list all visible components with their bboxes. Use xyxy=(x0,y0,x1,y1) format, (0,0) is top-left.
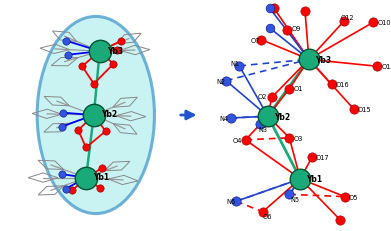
Text: O16: O16 xyxy=(335,82,349,88)
Point xyxy=(63,40,70,43)
Text: O3: O3 xyxy=(293,135,303,141)
Text: O1: O1 xyxy=(293,85,303,91)
Point xyxy=(242,138,249,142)
Point xyxy=(267,7,273,11)
Point xyxy=(286,136,292,140)
Point xyxy=(337,218,343,222)
Text: O10: O10 xyxy=(377,20,391,26)
Text: Yb3: Yb3 xyxy=(107,46,123,55)
Point xyxy=(258,39,264,42)
Text: N3: N3 xyxy=(258,127,267,133)
Text: O5: O5 xyxy=(349,194,358,200)
Text: O6: O6 xyxy=(263,213,272,219)
Point xyxy=(97,50,103,54)
Point xyxy=(114,49,120,53)
Text: O4: O4 xyxy=(233,137,242,143)
Text: O17: O17 xyxy=(316,155,330,161)
Point xyxy=(297,177,303,181)
Text: O9: O9 xyxy=(291,26,301,32)
Point xyxy=(286,193,292,196)
Point xyxy=(228,117,234,120)
Text: Yb1: Yb1 xyxy=(307,175,323,183)
Text: Yb2: Yb2 xyxy=(101,110,117,119)
Point xyxy=(69,189,75,192)
Text: N1: N1 xyxy=(230,61,239,67)
Text: N6: N6 xyxy=(227,198,236,204)
Point xyxy=(223,79,229,83)
Point xyxy=(342,195,348,199)
Ellipse shape xyxy=(37,17,154,214)
Point xyxy=(99,167,105,170)
Point xyxy=(265,115,271,119)
Point xyxy=(267,27,273,31)
Text: O15: O15 xyxy=(358,107,371,113)
Point xyxy=(63,187,69,191)
Point xyxy=(83,176,89,180)
Point xyxy=(351,108,357,112)
Point xyxy=(59,111,66,115)
Point xyxy=(118,40,124,43)
Point xyxy=(83,146,89,150)
Point xyxy=(91,114,97,117)
Point xyxy=(65,54,72,57)
Text: N4: N4 xyxy=(220,116,229,122)
Text: O7: O7 xyxy=(250,37,260,43)
Point xyxy=(328,83,335,87)
Point xyxy=(374,65,380,69)
Point xyxy=(286,88,292,91)
Point xyxy=(306,58,312,62)
Point xyxy=(271,7,277,11)
Text: Yb1: Yb1 xyxy=(93,172,109,181)
Point xyxy=(341,20,347,24)
Text: Yb3: Yb3 xyxy=(315,56,331,64)
Point xyxy=(91,82,97,86)
Point xyxy=(59,173,65,176)
Point xyxy=(102,130,109,134)
Text: N2: N2 xyxy=(217,78,226,84)
Point xyxy=(79,65,85,69)
Text: O2: O2 xyxy=(258,93,267,99)
Point xyxy=(260,210,266,214)
Point xyxy=(284,29,291,32)
Point xyxy=(97,186,103,190)
Point xyxy=(257,123,263,127)
Text: N5: N5 xyxy=(290,197,299,203)
Point xyxy=(370,21,377,25)
Point xyxy=(302,10,308,13)
Point xyxy=(233,200,239,203)
Point xyxy=(269,96,275,100)
Point xyxy=(75,129,81,132)
Text: O13: O13 xyxy=(381,64,391,70)
Text: Yb2: Yb2 xyxy=(274,112,290,121)
Point xyxy=(236,65,242,68)
Point xyxy=(59,125,65,129)
Point xyxy=(309,156,315,159)
Text: O12: O12 xyxy=(340,15,354,21)
Point xyxy=(110,63,117,67)
